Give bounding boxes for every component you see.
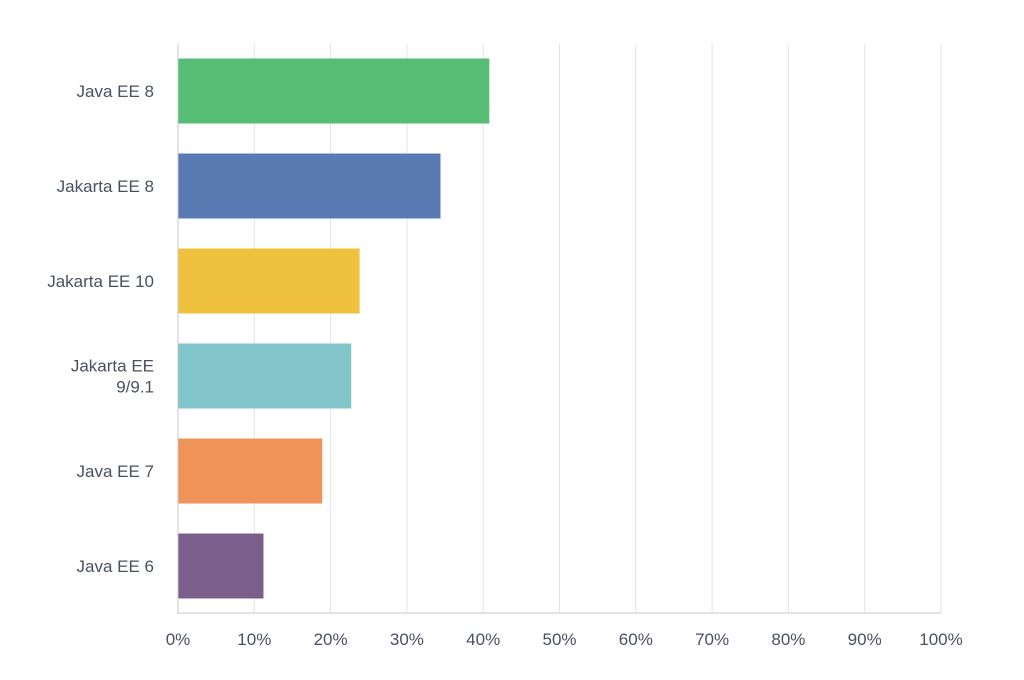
category-label: Jakarta EE 9/9.1 xyxy=(71,357,154,397)
x-tick-label: 80% xyxy=(771,630,805,649)
axes xyxy=(177,44,941,614)
bar-java-ee-8 xyxy=(178,58,490,124)
x-tick-label: 0% xyxy=(166,630,191,649)
x-tick-label: 10% xyxy=(237,630,271,649)
bars xyxy=(178,58,490,599)
category-label: Jakarta EE 10 xyxy=(47,272,154,291)
x-tick-label: 40% xyxy=(466,630,500,649)
x-tick-label: 70% xyxy=(695,630,729,649)
x-tick-label: 50% xyxy=(542,630,576,649)
bar-jakarta-ee-9-9-1 xyxy=(178,343,352,409)
x-tick-label: 60% xyxy=(619,630,653,649)
gridlines xyxy=(253,44,942,613)
x-tick-labels: 0% 10% 20% 30% 40% 50% 60% 70% 80% 90% 100% xyxy=(166,630,963,649)
category-labels: Java EE 8 Jakarta EE 8 Jakarta EE 10 Jakart… xyxy=(47,82,154,576)
x-tick-label: 30% xyxy=(390,630,424,649)
bar-java-ee-6 xyxy=(178,533,264,599)
bar-jakarta-ee-10 xyxy=(178,248,360,314)
category-label: Java EE 7 xyxy=(77,462,155,481)
x-tick-label: 90% xyxy=(848,630,882,649)
category-label: Jakarta EE 8 xyxy=(57,177,154,196)
category-label: Java EE 6 xyxy=(77,557,155,576)
x-tick-label: 20% xyxy=(314,630,348,649)
x-tick-label: 100% xyxy=(919,630,962,649)
category-label: Java EE 8 xyxy=(77,82,155,101)
bar-java-ee-7 xyxy=(178,438,323,504)
bar-jakarta-ee-8 xyxy=(178,153,441,219)
